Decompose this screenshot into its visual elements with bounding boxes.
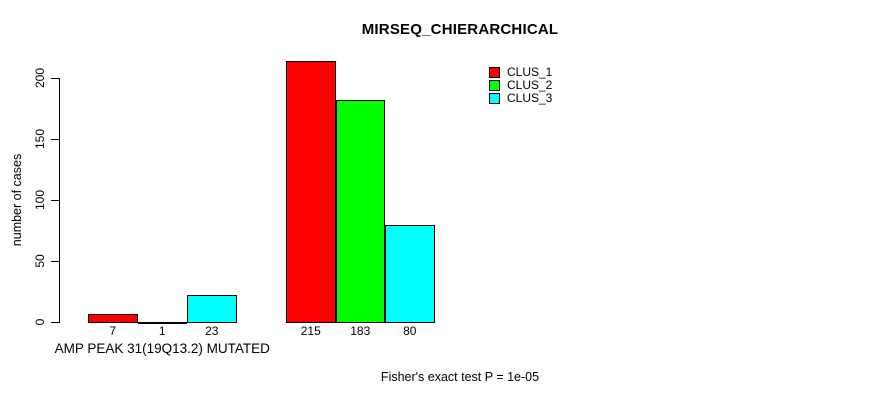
chart-title: MIRSEQ_CHIERARCHICAL xyxy=(361,21,559,38)
y-tick-label-150: 150 xyxy=(33,128,47,150)
x-axis-group-label-1: AMP PEAK 31(19Q13.2) MUTATED xyxy=(54,341,270,356)
y-tick-label-100: 100 xyxy=(33,189,47,211)
bar-value-clus_3-group1: 23 xyxy=(205,324,219,338)
legend-label-clus_2: CLUS_2 xyxy=(507,78,553,92)
legend-label-clus_1: CLUS_1 xyxy=(507,65,553,79)
y-tick-50 xyxy=(51,261,59,262)
y-tick-0 xyxy=(51,322,59,323)
bar-clus_2-group1 xyxy=(137,321,187,324)
legend-item-clus_3: CLUS_3 xyxy=(489,92,552,105)
legend-swatch-clus_2 xyxy=(489,80,500,91)
legend: CLUS_1 CLUS_2 CLUS_3 xyxy=(489,66,552,105)
y-axis-line xyxy=(59,78,60,323)
bar-value-clus_2-group2: 183 xyxy=(350,324,371,338)
bar-value-clus_1-group1: 7 xyxy=(109,324,117,338)
bar-clus_2-group2 xyxy=(335,99,385,323)
y-tick-200 xyxy=(51,78,59,79)
bar-value-clus_2-group1: 1 xyxy=(158,324,166,338)
y-tick-150 xyxy=(51,139,59,140)
bar-clus_1-group2 xyxy=(286,60,336,323)
bar-value-clus_1-group2: 215 xyxy=(300,324,321,338)
bar-value-clus_3-group2: 80 xyxy=(403,324,417,338)
y-axis-title: number of cases xyxy=(10,153,24,247)
legend-item-clus_2: CLUS_2 xyxy=(489,79,552,92)
y-tick-label-0: 0 xyxy=(33,318,47,326)
legend-label-clus_3: CLUS_3 xyxy=(507,91,553,105)
bar-clus_3-group1 xyxy=(187,294,237,323)
legend-swatch-clus_1 xyxy=(489,67,500,78)
legend-swatch-clus_3 xyxy=(489,93,500,104)
bar-clus_1-group1 xyxy=(88,314,138,323)
annotation-fisher-test: Fisher's exact test P = 1e-05 xyxy=(380,370,540,384)
y-tick-label-50: 50 xyxy=(33,254,47,268)
y-tick-label-200: 200 xyxy=(33,67,47,89)
bar-clus_3-group2 xyxy=(385,225,435,323)
y-tick-100 xyxy=(51,200,59,201)
legend-item-clus_1: CLUS_1 xyxy=(489,66,552,79)
